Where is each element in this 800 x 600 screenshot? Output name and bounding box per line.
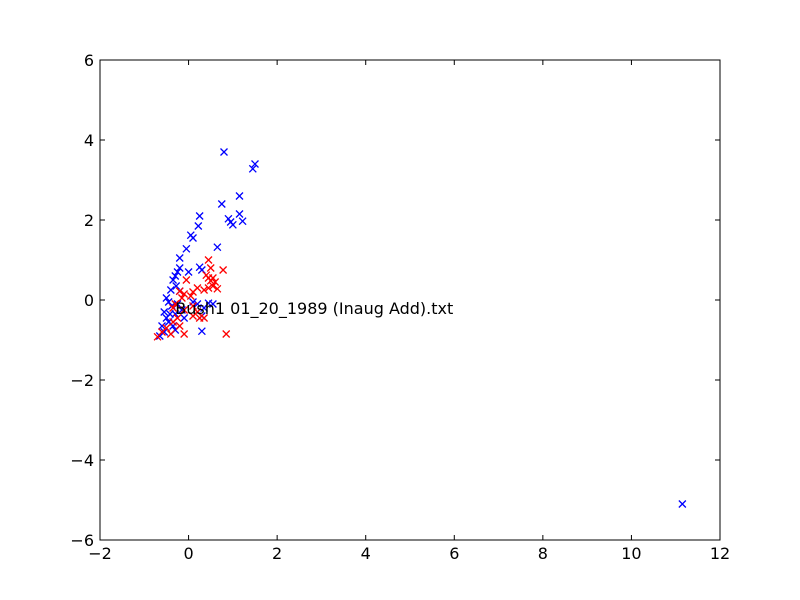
data-point xyxy=(169,276,178,284)
data-point xyxy=(172,282,181,290)
data-point xyxy=(184,268,193,276)
data-point xyxy=(211,278,220,286)
y-tick-label: 2 xyxy=(84,211,94,230)
data-point xyxy=(220,148,228,156)
data-point xyxy=(175,322,184,330)
y-tick-label: 4 xyxy=(84,131,94,150)
x-tick-label: 6 xyxy=(449,544,459,563)
data-point xyxy=(219,266,228,274)
y-tick-label: −6 xyxy=(70,531,94,550)
data-point xyxy=(228,220,237,229)
data-point xyxy=(173,314,182,322)
data-point xyxy=(153,332,162,341)
data-point xyxy=(235,210,244,218)
data-point xyxy=(171,272,180,280)
data-point xyxy=(189,312,197,320)
data-point xyxy=(213,243,222,252)
data-point xyxy=(208,274,217,282)
data-point xyxy=(251,160,259,168)
data-point xyxy=(238,217,247,226)
data-point xyxy=(208,300,217,308)
data-point xyxy=(222,330,231,338)
point-annotation: Bush1 01_20_1989 (Inaug Add).txt xyxy=(175,299,453,319)
y-tick-label: −2 xyxy=(70,371,94,390)
data-point xyxy=(160,308,169,316)
data-point xyxy=(208,282,217,290)
data-point xyxy=(200,286,209,294)
data-point xyxy=(180,314,189,322)
data-point xyxy=(177,294,186,302)
data-point xyxy=(180,330,189,338)
data-point xyxy=(186,292,195,300)
y-tick-label: −4 xyxy=(70,451,94,470)
data-point xyxy=(213,284,222,293)
data-point xyxy=(217,200,226,208)
data-point xyxy=(155,332,164,340)
y-axis: −6 −4 −2 0 2 4 6 xyxy=(70,51,720,550)
data-point xyxy=(175,264,184,272)
data-point xyxy=(248,164,257,173)
data-point xyxy=(177,306,186,314)
data-point xyxy=(182,276,191,284)
data-point xyxy=(189,234,197,242)
data-point xyxy=(180,306,189,314)
data-point xyxy=(173,268,182,276)
data-point xyxy=(189,302,197,310)
data-point xyxy=(678,500,687,508)
x-tick-label: 2 xyxy=(272,544,282,563)
data-point xyxy=(166,310,174,318)
data-point xyxy=(200,314,209,322)
data-point xyxy=(171,300,180,308)
x-tick-label: 4 xyxy=(361,544,371,563)
data-point xyxy=(175,287,184,296)
data-point xyxy=(204,284,213,292)
x-axis: −2 0 2 4 6 8 10 12 xyxy=(88,60,730,563)
data-point xyxy=(182,244,191,253)
data-point xyxy=(206,264,215,272)
data-point xyxy=(189,288,197,296)
data-point xyxy=(235,192,244,200)
data-point xyxy=(158,322,166,330)
y-tick-label: 0 xyxy=(84,291,94,310)
data-point xyxy=(193,300,202,308)
x-tick-label: 8 xyxy=(538,544,548,563)
data-point xyxy=(166,330,175,338)
data-point xyxy=(180,290,189,298)
y-tick-label: 6 xyxy=(84,51,94,70)
x-tick-label: −2 xyxy=(88,544,112,563)
data-point xyxy=(169,304,178,312)
plot-background xyxy=(100,60,720,540)
data-point xyxy=(195,212,204,220)
data-point xyxy=(166,286,175,294)
data-point xyxy=(175,254,184,262)
data-point xyxy=(194,222,203,230)
x-tick-label: 10 xyxy=(621,544,641,563)
x-tick-label: 12 xyxy=(710,544,730,563)
annotation-layer: Bush1 01_20_1989 (Inaug Add).txt xyxy=(175,299,453,319)
data-point xyxy=(162,294,171,302)
data-point xyxy=(204,256,213,264)
data-point xyxy=(197,327,206,336)
marks-layer xyxy=(153,148,687,508)
x-tick-label: 0 xyxy=(183,544,193,563)
